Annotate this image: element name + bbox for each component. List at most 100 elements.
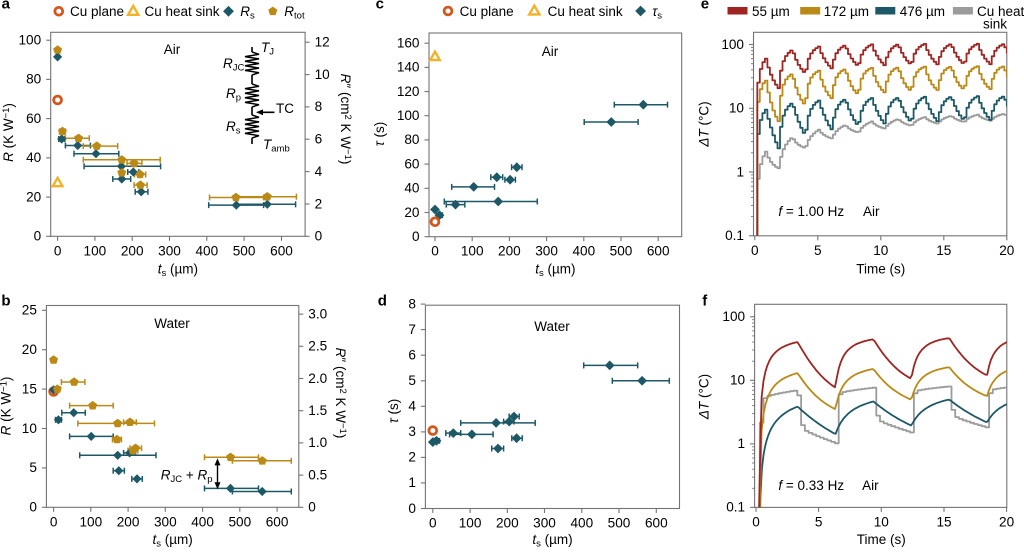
svg-text:TJ: TJ bbox=[261, 40, 274, 58]
svg-text:0: 0 bbox=[412, 229, 420, 244]
svg-text:80: 80 bbox=[404, 132, 420, 147]
svg-text:400: 400 bbox=[572, 244, 595, 259]
svg-text:RJC: RJC bbox=[223, 56, 245, 74]
svg-text:5: 5 bbox=[29, 460, 37, 475]
svg-text:Air: Air bbox=[164, 42, 181, 57]
svg-text:100: 100 bbox=[397, 108, 420, 123]
svg-text:sink: sink bbox=[983, 17, 1007, 32]
svg-text:1.0: 1.0 bbox=[308, 435, 327, 450]
svg-text:Cu plane: Cu plane bbox=[70, 4, 124, 19]
svg-text:20: 20 bbox=[999, 514, 1015, 529]
svg-text:15: 15 bbox=[936, 243, 951, 258]
svg-text:2: 2 bbox=[408, 450, 416, 465]
svg-text:20: 20 bbox=[999, 243, 1015, 258]
svg-text:5: 5 bbox=[408, 373, 416, 388]
svg-text:20: 20 bbox=[26, 189, 42, 204]
svg-text:10: 10 bbox=[315, 67, 331, 82]
svg-text:12: 12 bbox=[315, 35, 330, 50]
svg-text:10: 10 bbox=[873, 243, 889, 258]
svg-text:500: 500 bbox=[228, 514, 251, 529]
svg-text:R″ (cm2 K W−1): R″ (cm2 K W−1) bbox=[333, 348, 348, 439]
svg-text:2: 2 bbox=[315, 196, 323, 211]
svg-text:0.5: 0.5 bbox=[308, 467, 327, 482]
svg-text:0.1: 0.1 bbox=[725, 228, 744, 243]
svg-text:0: 0 bbox=[752, 514, 760, 529]
svg-text:200: 200 bbox=[121, 243, 144, 258]
svg-text:Rtot: Rtot bbox=[284, 4, 305, 22]
svg-text:ts (µm): ts (µm) bbox=[535, 262, 575, 280]
svg-text:100: 100 bbox=[461, 244, 484, 259]
svg-text:Cu plane: Cu plane bbox=[460, 4, 514, 19]
svg-text:1: 1 bbox=[736, 164, 744, 179]
svg-text:2.0: 2.0 bbox=[308, 371, 327, 386]
svg-text:0: 0 bbox=[751, 243, 759, 258]
svg-text:300: 300 bbox=[154, 514, 177, 529]
svg-text:500: 500 bbox=[608, 516, 631, 531]
svg-text:f = 1.00 Hz: f = 1.00 Hz bbox=[778, 204, 844, 219]
svg-text:400: 400 bbox=[191, 514, 214, 529]
svg-text:d: d bbox=[378, 293, 387, 310]
svg-text:b: b bbox=[1, 292, 10, 309]
svg-text:100: 100 bbox=[79, 514, 102, 529]
svg-text:Cu heat: Cu heat bbox=[977, 4, 1024, 19]
svg-text:10: 10 bbox=[874, 514, 890, 529]
svg-text:Air: Air bbox=[862, 478, 879, 493]
svg-text:600: 600 bbox=[645, 516, 668, 531]
svg-text:600: 600 bbox=[270, 243, 293, 258]
svg-text:8: 8 bbox=[408, 296, 416, 311]
svg-text:8: 8 bbox=[315, 99, 323, 114]
svg-text:300: 300 bbox=[535, 244, 558, 259]
svg-text:40: 40 bbox=[404, 181, 420, 196]
svg-text:Tamb: Tamb bbox=[263, 137, 290, 155]
svg-text:60: 60 bbox=[404, 156, 420, 171]
svg-text:f: f bbox=[702, 293, 708, 310]
svg-text:ΔT (°C): ΔT (°C) bbox=[697, 101, 712, 147]
svg-text:0: 0 bbox=[54, 243, 62, 258]
svg-text:0: 0 bbox=[29, 500, 37, 515]
svg-text:5: 5 bbox=[815, 514, 823, 529]
svg-text:f = 0.33 Hz: f = 0.33 Hz bbox=[778, 478, 844, 493]
svg-text:200: 200 bbox=[498, 244, 521, 259]
svg-text:10: 10 bbox=[730, 373, 746, 388]
svg-text:ts (µm): ts (µm) bbox=[152, 532, 192, 550]
svg-text:55 µm: 55 µm bbox=[752, 4, 790, 19]
svg-text:120: 120 bbox=[397, 84, 420, 99]
svg-text:6: 6 bbox=[408, 348, 416, 363]
svg-text:1: 1 bbox=[738, 436, 746, 451]
svg-text:200: 200 bbox=[117, 514, 140, 529]
svg-text:80: 80 bbox=[26, 72, 42, 87]
svg-text:TC: TC bbox=[276, 101, 294, 116]
svg-text:600: 600 bbox=[266, 514, 289, 529]
svg-text:5: 5 bbox=[814, 243, 822, 258]
svg-text:ts (µm): ts (µm) bbox=[532, 532, 572, 550]
svg-text:100: 100 bbox=[459, 516, 482, 531]
svg-text:4: 4 bbox=[408, 399, 416, 414]
svg-text:60: 60 bbox=[26, 111, 42, 126]
svg-text:500: 500 bbox=[610, 244, 633, 259]
svg-text:6: 6 bbox=[315, 132, 323, 147]
svg-text:160: 160 bbox=[397, 36, 420, 51]
svg-text:4: 4 bbox=[315, 164, 323, 179]
svg-text:0: 0 bbox=[308, 500, 316, 515]
svg-text:10: 10 bbox=[22, 421, 38, 436]
svg-text:100: 100 bbox=[19, 33, 42, 48]
svg-text:2.5: 2.5 bbox=[308, 339, 327, 354]
svg-text:0: 0 bbox=[408, 501, 416, 516]
svg-text:Time (s): Time (s) bbox=[857, 532, 906, 547]
svg-text:Air: Air bbox=[542, 44, 559, 59]
svg-text:20: 20 bbox=[22, 342, 38, 357]
svg-text:500: 500 bbox=[233, 243, 256, 258]
svg-text:100: 100 bbox=[84, 243, 107, 258]
svg-text:Rs: Rs bbox=[226, 119, 241, 137]
svg-text:10: 10 bbox=[729, 101, 745, 116]
svg-text:200: 200 bbox=[496, 516, 519, 531]
svg-text:ΔT (°C): ΔT (°C) bbox=[697, 374, 712, 420]
svg-text:25: 25 bbox=[22, 303, 37, 318]
svg-text:c: c bbox=[376, 0, 384, 12]
svg-text:Cu heat sink: Cu heat sink bbox=[145, 4, 220, 19]
svg-text:40: 40 bbox=[26, 150, 42, 165]
svg-text:Water: Water bbox=[154, 316, 190, 331]
svg-text:Time (s): Time (s) bbox=[856, 262, 905, 277]
svg-text:RJC + Rp: RJC + Rp bbox=[161, 468, 213, 486]
svg-text:Rs: Rs bbox=[240, 4, 255, 22]
